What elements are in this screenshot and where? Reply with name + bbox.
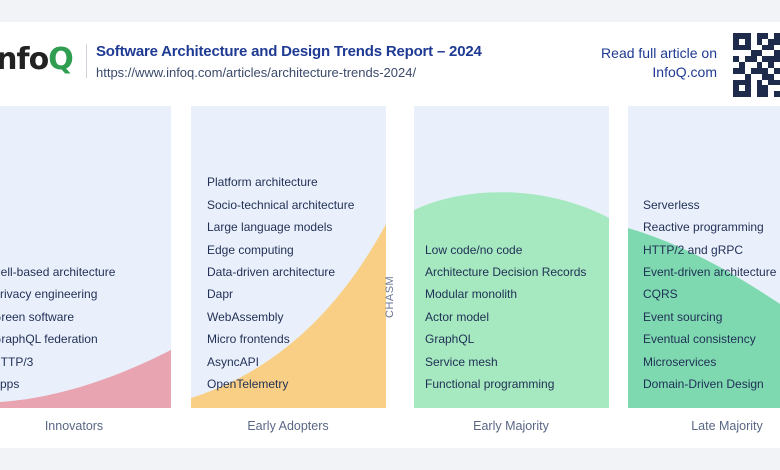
article-url[interactable]: https://www.infoq.com/articles/architect… — [96, 65, 417, 80]
trend-item-early-majority: Modular monolith — [425, 287, 518, 302]
trend-item-innovators: Privacy engineering — [0, 287, 98, 302]
trend-item-innovators: HTTP/3 — [0, 354, 34, 369]
trend-item-early-adopters: Edge computing — [207, 242, 294, 257]
panel-early-adopters — [191, 106, 386, 408]
trend-item-early-adopters: AsyncAPI — [207, 354, 260, 369]
trend-item-innovators: Cell-based architecture — [0, 265, 116, 279]
trend-item-late-majority: Serverless — [643, 197, 700, 212]
trend-item-early-adopters: WebAssembly — [207, 309, 284, 324]
early-adopters-curve — [191, 224, 386, 408]
trend-item-early-majority: Service mesh — [425, 354, 498, 369]
trend-item-early-adopters: Platform architecture — [207, 175, 318, 190]
chasm-label: CHASM — [384, 275, 396, 318]
trend-item-late-majority: HTTP/2 and gRPC — [643, 242, 744, 257]
stage-label-early-majority: Early Majority — [473, 419, 549, 433]
trend-item-early-adopters: Socio-technical architecture — [207, 197, 355, 212]
read-line-1: Read full article on — [601, 45, 717, 61]
trend-item-late-majority: Microservices — [643, 354, 717, 369]
trend-item-early-majority: GraphQL — [425, 332, 475, 347]
trend-item-innovators: Apps — [0, 377, 20, 391]
read-line-2: InfoQ.com — [652, 64, 717, 80]
trend-item-early-adopters: OpenTelemetry — [207, 377, 289, 391]
early-majority-curve — [414, 192, 609, 408]
trend-item-late-majority: Domain-Driven Design — [643, 377, 764, 391]
trend-item-late-majority: Event-driven architecture — [643, 265, 777, 279]
trend-item-early-majority: Functional programming — [425, 377, 555, 391]
qr-code-icon[interactable] — [733, 33, 780, 97]
late-majority-curve — [628, 228, 780, 408]
panel-late-majority — [628, 106, 780, 408]
trend-item-early-majority: Actor model — [425, 309, 490, 324]
trend-item-early-adopters: Micro frontends — [207, 332, 290, 347]
innovators-curve — [0, 350, 171, 408]
report-card: InfoQ Software Architecture and Design T… — [0, 22, 780, 448]
panel-early-majority — [414, 106, 609, 408]
stage-label-early-adopters: Early Adopters — [247, 419, 329, 433]
trend-item-late-majority: Event sourcing — [643, 309, 723, 324]
header-divider — [86, 44, 87, 78]
trend-item-early-majority: Architecture Decision Records — [425, 265, 587, 279]
panel-innovators — [0, 106, 171, 408]
trend-item-late-majority: Eventual consistency — [643, 332, 756, 347]
trend-item-early-adopters: Dapr — [207, 287, 234, 302]
trend-item-late-majority: Reactive programming — [643, 220, 764, 235]
read-full-article[interactable]: Read full article on InfoQ.com — [601, 44, 717, 82]
stage-label-late-majority: Late Majority — [691, 419, 763, 433]
trend-item-late-majority: CQRS — [643, 287, 678, 302]
trend-item-innovators: GraphQL federation — [0, 332, 98, 347]
trend-item-early-majority: Low code/no code — [425, 242, 523, 257]
stage-label-innovators: Innovators — [44, 419, 104, 433]
trend-item-early-adopters: Data-driven architecture — [207, 265, 336, 279]
infoq-logo[interactable]: InfoQ — [0, 42, 74, 77]
trend-item-innovators: Green software — [0, 309, 75, 324]
trend-item-early-adopters: Large language models — [207, 220, 333, 235]
report-title: Software Architecture and Design Trends … — [96, 43, 482, 60]
